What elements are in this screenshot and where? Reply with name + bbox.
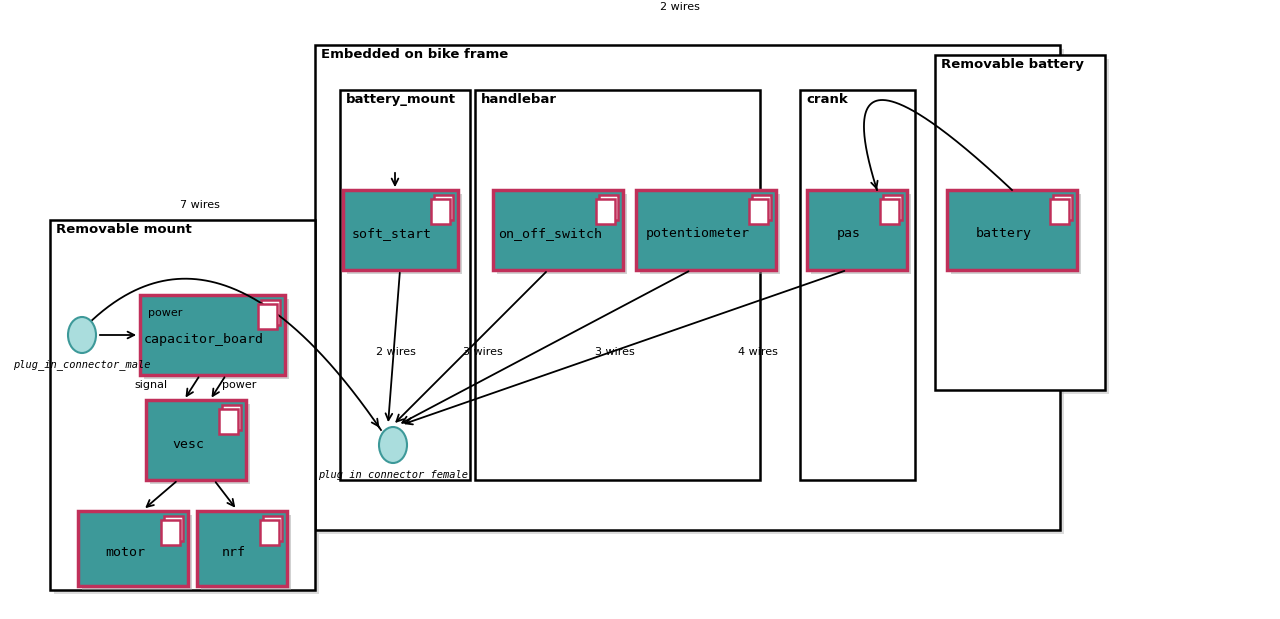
- FancyBboxPatch shape: [636, 190, 776, 270]
- FancyBboxPatch shape: [344, 94, 474, 484]
- Text: power: power: [148, 308, 182, 318]
- Text: Removable mount: Removable mount: [56, 223, 192, 236]
- FancyBboxPatch shape: [812, 194, 911, 274]
- Ellipse shape: [68, 317, 96, 353]
- FancyBboxPatch shape: [261, 300, 280, 325]
- FancyBboxPatch shape: [497, 194, 627, 274]
- Text: motor: motor: [105, 545, 145, 558]
- FancyBboxPatch shape: [221, 405, 241, 430]
- Text: nrf: nrf: [221, 545, 246, 558]
- FancyBboxPatch shape: [262, 516, 282, 541]
- Text: 7 wires: 7 wires: [180, 200, 220, 210]
- FancyBboxPatch shape: [596, 199, 614, 224]
- Text: battery_mount: battery_mount: [346, 93, 456, 106]
- Text: power: power: [221, 380, 256, 390]
- FancyBboxPatch shape: [749, 199, 768, 224]
- FancyBboxPatch shape: [315, 45, 1060, 530]
- FancyBboxPatch shape: [947, 190, 1076, 270]
- FancyBboxPatch shape: [219, 409, 238, 434]
- FancyBboxPatch shape: [150, 404, 250, 484]
- FancyBboxPatch shape: [143, 299, 289, 379]
- FancyBboxPatch shape: [881, 199, 899, 224]
- FancyBboxPatch shape: [319, 49, 1064, 534]
- Text: capacitor_board: capacitor_board: [143, 332, 264, 345]
- FancyBboxPatch shape: [161, 520, 180, 545]
- FancyBboxPatch shape: [1050, 199, 1069, 224]
- FancyBboxPatch shape: [951, 194, 1082, 274]
- Text: plug_in_connector_male: plug_in_connector_male: [13, 359, 151, 370]
- Text: on_off_switch: on_off_switch: [498, 228, 602, 241]
- Text: soft_start: soft_start: [352, 228, 433, 241]
- FancyBboxPatch shape: [599, 195, 618, 220]
- FancyBboxPatch shape: [54, 224, 319, 594]
- Text: Embedded on bike frame: Embedded on bike frame: [321, 48, 508, 61]
- Text: pas: pas: [837, 228, 861, 241]
- Ellipse shape: [379, 427, 407, 463]
- FancyBboxPatch shape: [78, 511, 188, 586]
- FancyBboxPatch shape: [479, 94, 764, 484]
- Text: 2 wires: 2 wires: [660, 2, 700, 12]
- FancyBboxPatch shape: [434, 195, 453, 220]
- Text: 3 wires: 3 wires: [463, 347, 503, 357]
- FancyBboxPatch shape: [431, 199, 451, 224]
- FancyBboxPatch shape: [753, 195, 771, 220]
- FancyBboxPatch shape: [934, 55, 1105, 390]
- FancyBboxPatch shape: [640, 194, 780, 274]
- Text: potentiometer: potentiometer: [646, 228, 750, 241]
- FancyBboxPatch shape: [146, 400, 246, 480]
- FancyBboxPatch shape: [259, 304, 276, 329]
- FancyBboxPatch shape: [140, 295, 285, 375]
- Text: plug_in_connector_female: plug_in_connector_female: [317, 469, 468, 480]
- FancyBboxPatch shape: [82, 515, 192, 590]
- FancyBboxPatch shape: [164, 516, 183, 541]
- FancyBboxPatch shape: [340, 90, 470, 480]
- Text: vesc: vesc: [172, 438, 204, 451]
- Text: crank: crank: [806, 93, 847, 106]
- FancyBboxPatch shape: [493, 190, 623, 270]
- Text: signal: signal: [134, 380, 168, 390]
- FancyBboxPatch shape: [201, 515, 291, 590]
- FancyBboxPatch shape: [1053, 195, 1073, 220]
- Text: battery: battery: [977, 228, 1032, 241]
- FancyBboxPatch shape: [883, 195, 902, 220]
- FancyBboxPatch shape: [50, 220, 315, 590]
- FancyBboxPatch shape: [804, 94, 919, 484]
- Text: 2 wires: 2 wires: [376, 347, 416, 357]
- FancyBboxPatch shape: [347, 194, 462, 274]
- FancyBboxPatch shape: [197, 511, 287, 586]
- FancyBboxPatch shape: [940, 59, 1108, 394]
- Text: 4 wires: 4 wires: [739, 347, 778, 357]
- FancyBboxPatch shape: [806, 190, 908, 270]
- Text: Removable battery: Removable battery: [941, 58, 1084, 71]
- Text: 3 wires: 3 wires: [595, 347, 635, 357]
- FancyBboxPatch shape: [343, 190, 458, 270]
- FancyBboxPatch shape: [475, 90, 760, 480]
- FancyBboxPatch shape: [260, 520, 279, 545]
- FancyBboxPatch shape: [800, 90, 915, 480]
- Text: handlebar: handlebar: [481, 93, 557, 106]
